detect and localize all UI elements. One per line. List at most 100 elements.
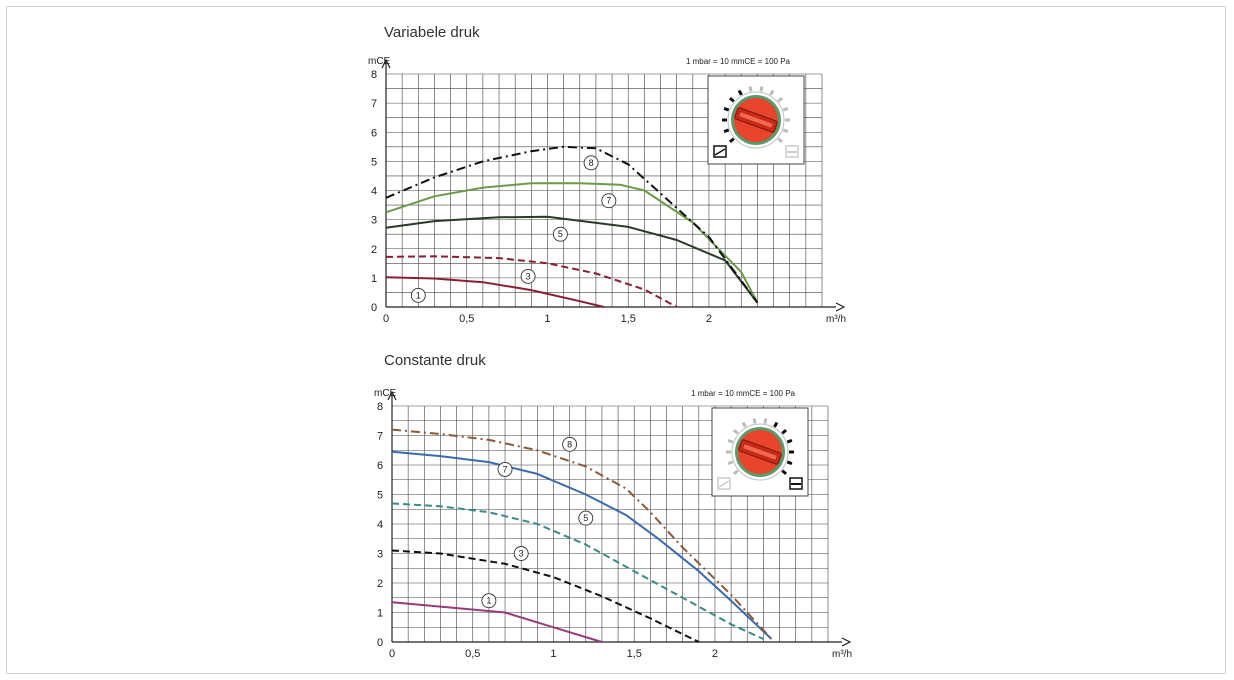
dial-slot-highlight (743, 444, 777, 460)
y-tick-label: 1 (371, 273, 377, 285)
x-tick-label: 1,5 (621, 313, 636, 325)
series-label-5: 5 (558, 229, 563, 239)
y-tick-label: 7 (371, 98, 377, 110)
series-label-5: 5 (583, 513, 588, 523)
dial-tick-mark (741, 421, 747, 428)
dial-tick-mark (782, 106, 789, 112)
dial-tick-mark (727, 438, 734, 444)
series-label-1: 1 (416, 290, 421, 300)
dial-tick-mark (782, 128, 789, 134)
x-axis-arrow (835, 302, 846, 312)
series-label-circle-7 (497, 461, 513, 477)
dial-tick-mark (723, 106, 730, 112)
axes (381, 58, 846, 312)
x-axis-label: m³/h (826, 314, 846, 325)
x-tick-label: 0,5 (465, 648, 480, 660)
dial-tick-mark (727, 460, 734, 466)
x-tick-label: 0,5 (459, 313, 474, 325)
dial-tick-mark (773, 421, 779, 428)
series-label-circle-8 (562, 436, 578, 452)
dial-tick-mark (737, 89, 743, 96)
variable-pressure-mode-icon (717, 477, 731, 490)
x-tick-label: 1,5 (627, 648, 642, 660)
series-line-3 (391, 549, 700, 643)
dial-tick-mark (723, 128, 730, 134)
x-axis-arrow (841, 637, 852, 647)
dial-tick-mark (759, 86, 764, 92)
dial-tick-mark (781, 469, 788, 476)
dial-tick-mark (728, 137, 735, 144)
y-axis-arrow (387, 390, 397, 401)
series-label-3: 3 (519, 549, 524, 559)
dial-slot-group (734, 107, 778, 133)
x-tick-label: 2 (712, 648, 718, 660)
series-label-8: 8 (589, 158, 594, 168)
y-tick-label: 4 (371, 186, 377, 198)
dial-tick-mark (763, 418, 768, 424)
y-tick-label: 1 (377, 608, 383, 620)
y-tick-label: 2 (377, 578, 383, 590)
dial-tick-mark (786, 438, 793, 444)
series-line-3 (385, 255, 678, 308)
series-line-5 (385, 215, 759, 304)
series-label-circle-1 (410, 287, 426, 303)
dial-tick-mark (748, 86, 753, 92)
dial-tick-mark (777, 137, 784, 144)
variable-pressure-mode-icon (713, 145, 727, 158)
series-line-8 (385, 145, 759, 304)
series-label-circle-8 (583, 155, 599, 171)
y-tick-label: 5 (371, 156, 377, 168)
series-line-1 (391, 601, 603, 643)
x-tick-label: 0 (383, 313, 389, 325)
series-label-8: 8 (567, 439, 572, 449)
dial-tick-mark (777, 96, 784, 103)
y-tick-label: 2 (371, 244, 377, 256)
dial-tick-mark (786, 460, 793, 466)
dial-tick-mark (732, 428, 739, 435)
unit-annotation: 1 mbar = 10 mmCE = 100 Pa (691, 389, 796, 398)
y-tick-label: 0 (377, 637, 383, 649)
series-label-circle-5 (578, 510, 594, 526)
y-tick-label: 6 (371, 127, 377, 139)
dial-tick-mark (769, 89, 775, 96)
constant-pressure-mode-icon (789, 477, 803, 490)
y-tick-label: 4 (377, 519, 383, 531)
dial-scale-ring (731, 423, 789, 481)
dial-tick-mark (781, 428, 788, 435)
y-tick-label: 3 (371, 215, 377, 227)
page-frame (6, 6, 1226, 674)
pump-dial-inset-1 (707, 75, 805, 165)
series-label-circle-5 (552, 226, 568, 242)
pump-dial-inset-2 (711, 407, 809, 497)
constant-pressure-mode-icon (785, 145, 799, 158)
series-label-7: 7 (503, 464, 508, 474)
y-tick-label: 3 (377, 549, 383, 561)
y-tick-label: 7 (377, 431, 383, 443)
series-label-circle-3 (513, 546, 529, 561)
unit-annotation: 1 mbar = 10 mmCE = 100 Pa (686, 57, 791, 66)
y-tick-label: 8 (377, 401, 383, 413)
y-axis-label: mCE (368, 56, 391, 67)
dial-scale-ring (727, 91, 785, 149)
series-label-1: 1 (486, 596, 491, 606)
dial-tick-mark (732, 469, 739, 476)
series-label-circle-7 (601, 193, 617, 209)
series-line-1 (385, 276, 605, 308)
y-tick-label: 5 (377, 490, 383, 502)
chart-title-constante-druk: Constante druk (384, 352, 486, 369)
axes (387, 390, 852, 647)
y-axis-arrow (381, 58, 391, 69)
x-axis-label: m³/h (832, 649, 852, 660)
y-tick-label: 0 (371, 302, 377, 314)
series-label-7: 7 (606, 196, 611, 206)
series-label-circle-1 (481, 593, 497, 609)
series-line-5 (391, 502, 764, 640)
x-tick-label: 1 (544, 313, 550, 325)
y-axis-label: mCE (374, 388, 397, 399)
series-label-circle-3 (520, 268, 536, 284)
dial-slot-highlight (739, 112, 773, 128)
variable-pressure-mode-line (718, 480, 730, 488)
series-line-7 (391, 450, 773, 640)
